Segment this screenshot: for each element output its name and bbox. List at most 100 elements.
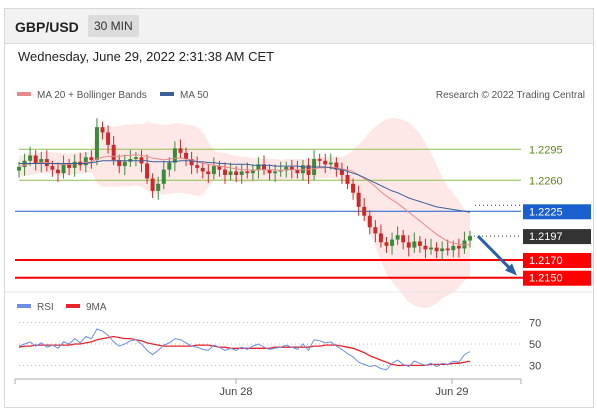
chart-widget: GBP/USD 30 MIN Wednesday, June 29, 2022 …	[4, 8, 594, 408]
level-labels: 1.2295 1.2260 1.2225 1.2197 1.2170 1.2150	[521, 144, 591, 286]
candle-body	[267, 169, 272, 174]
candle-body	[239, 171, 244, 175]
candle-body	[273, 171, 278, 174]
candle-body	[395, 235, 400, 240]
bollinger-band-area	[19, 117, 470, 308]
forecast-arrow-head	[505, 263, 517, 276]
candle-body	[412, 241, 417, 248]
candle-body	[317, 159, 322, 161]
candle-body	[217, 166, 222, 170]
candle-body	[195, 165, 200, 168]
resistance-label: 1.2295	[529, 144, 563, 156]
candle-body	[390, 239, 395, 246]
last-price-label: 1.2197	[529, 231, 563, 243]
candle-body	[228, 171, 233, 175]
support-label-box	[523, 253, 591, 268]
candle-body	[111, 144, 116, 160]
support-label-box	[523, 270, 591, 286]
candle-body	[468, 236, 472, 241]
candle-body	[167, 162, 172, 170]
candle-body	[17, 167, 21, 171]
ma20-legend-swatch	[17, 92, 31, 96]
candle-body	[351, 183, 356, 193]
ma50-line	[19, 160, 471, 213]
candle-body	[323, 160, 328, 165]
candle-body	[278, 170, 283, 172]
ma9-legend-label: 9MA	[86, 302, 107, 313]
candle-body	[423, 245, 428, 250]
candle-body	[261, 164, 266, 170]
candle-body	[401, 235, 406, 243]
ma50-legend-label: MA 50	[180, 90, 209, 101]
candle-body	[122, 161, 127, 167]
candle-body	[334, 162, 339, 170]
candle-body	[106, 132, 111, 145]
candle-body	[234, 171, 239, 175]
candle-body	[161, 169, 166, 184]
candle-body	[406, 242, 411, 248]
candle-body	[200, 167, 205, 172]
candle-body	[150, 178, 155, 191]
candle-body	[367, 215, 372, 228]
rsi-ma9-line	[18, 335, 471, 367]
candle-body	[328, 162, 333, 165]
candle-body	[284, 167, 289, 171]
candle-body	[172, 148, 177, 163]
rsi-legend-label: RSI	[37, 302, 54, 313]
candle-body	[61, 164, 66, 174]
support-label: 1.2150	[529, 273, 563, 285]
moving-averages	[18, 154, 471, 246]
x-tick-label: Jun 28	[219, 386, 252, 398]
candle-body	[429, 247, 434, 250]
pivot-label: 1.2225	[529, 206, 563, 218]
price-chart: MA 20 + Bollinger Bands MA 50 Research ©…	[5, 90, 593, 398]
candle-body	[133, 157, 138, 160]
candle-body	[245, 171, 250, 174]
x-tick-label: Jun 29	[435, 386, 468, 398]
candle-body	[373, 227, 378, 234]
candle-body	[117, 159, 122, 167]
timeframe-button[interactable]: 30 MIN	[88, 15, 139, 37]
candle-body	[50, 166, 55, 170]
ma20-legend-label: MA 20 + Bollinger Bands	[37, 90, 147, 101]
rsi-panel: 70 50 30	[18, 318, 541, 372]
candle-body	[417, 241, 422, 246]
rsi-level-label: 50	[529, 339, 541, 351]
price-levels	[15, 148, 521, 279]
candle-body	[434, 247, 439, 252]
forecast-arrow	[476, 235, 517, 276]
candle-body	[440, 248, 445, 252]
candle-body	[33, 155, 38, 164]
candle-body	[378, 233, 383, 243]
ma50-legend-swatch	[160, 92, 174, 96]
candle-body	[72, 161, 77, 168]
candle-body	[89, 157, 94, 160]
symbol-label: GBP/USD	[15, 19, 79, 35]
candle-body	[83, 157, 88, 166]
ma20-line	[18, 154, 470, 246]
candle-body	[223, 169, 228, 175]
candle-body	[211, 166, 216, 175]
rsi-line	[18, 328, 471, 371]
candle-body	[100, 127, 105, 133]
candle-body	[295, 169, 300, 174]
last-price-label-box	[523, 229, 591, 245]
candle-body	[384, 242, 389, 246]
candle-body	[184, 152, 189, 160]
pivot-label-box	[523, 204, 591, 220]
rsi-legend-swatch	[17, 304, 31, 308]
chart-datetime: Wednesday, June 29, 2022 2:31:38 AM CET	[18, 49, 275, 64]
chart-header: GBP/USD 30 MIN	[5, 9, 593, 44]
rsi-level-label: 70	[529, 318, 541, 330]
candle-body	[250, 169, 255, 174]
rsi-level-label: 30	[529, 360, 541, 372]
candle-body	[189, 159, 194, 166]
candle-body	[67, 164, 72, 168]
candle-body	[156, 183, 161, 191]
support-label: 1.2170	[529, 255, 563, 267]
candle-body	[289, 167, 294, 170]
resistance-label: 1.2260	[529, 175, 563, 187]
candle-body	[94, 127, 99, 160]
source-credit: Research © 2022 Trading Central	[436, 90, 585, 101]
candle-body	[445, 248, 450, 251]
